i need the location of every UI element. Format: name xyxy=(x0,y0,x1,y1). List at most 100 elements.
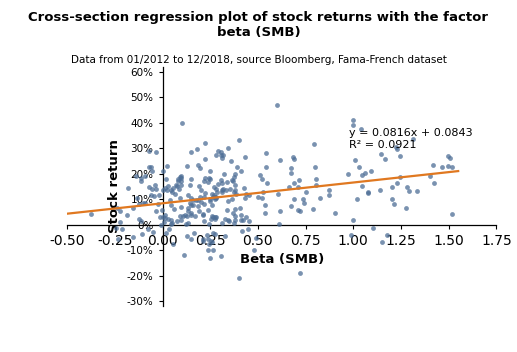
Point xyxy=(245,193,253,198)
Point xyxy=(230,220,238,225)
Point xyxy=(210,184,219,190)
Point xyxy=(218,155,226,161)
Point xyxy=(129,205,137,210)
Point xyxy=(261,202,269,208)
Point xyxy=(325,192,333,198)
Point xyxy=(210,192,218,197)
Point xyxy=(180,252,188,258)
Point xyxy=(200,178,208,184)
Point xyxy=(145,184,153,190)
Point xyxy=(353,196,361,202)
Point xyxy=(367,168,375,174)
Point xyxy=(357,126,365,132)
Point xyxy=(223,179,232,184)
Point xyxy=(165,226,173,232)
Point xyxy=(207,202,216,208)
Point xyxy=(229,178,237,184)
Point xyxy=(217,150,225,155)
Point xyxy=(219,152,227,158)
Point xyxy=(225,186,234,192)
Point xyxy=(205,175,213,181)
Point xyxy=(240,186,248,191)
Point xyxy=(159,214,168,220)
Point xyxy=(139,201,147,206)
Point xyxy=(197,188,205,193)
Point xyxy=(237,213,246,218)
Point xyxy=(438,164,446,169)
Point xyxy=(405,188,413,194)
Point xyxy=(87,211,95,217)
Point xyxy=(214,182,222,187)
Point xyxy=(152,186,160,191)
Point xyxy=(224,217,233,223)
Point xyxy=(171,182,179,187)
Point xyxy=(363,189,372,194)
Point xyxy=(187,210,195,215)
Point xyxy=(118,226,127,232)
Point xyxy=(237,168,245,174)
Point xyxy=(287,165,295,171)
Point xyxy=(155,193,163,198)
Point xyxy=(177,205,185,210)
Point xyxy=(175,196,184,201)
Point xyxy=(156,214,164,220)
Point xyxy=(208,213,217,219)
Point xyxy=(312,176,321,182)
Point xyxy=(251,235,260,241)
Point xyxy=(227,177,236,183)
Text: Cross-section regression plot of stock returns with the factor
beta (SMB): Cross-section regression plot of stock r… xyxy=(28,11,489,39)
Point xyxy=(161,186,170,191)
Point xyxy=(217,177,225,183)
Point xyxy=(178,120,186,126)
Point xyxy=(224,145,232,150)
Point xyxy=(250,247,258,253)
Point xyxy=(162,231,171,236)
Point xyxy=(309,206,317,212)
Point xyxy=(207,191,216,197)
Point xyxy=(206,168,215,174)
Point xyxy=(288,154,297,159)
Point xyxy=(299,196,308,202)
Point xyxy=(145,149,154,154)
Point xyxy=(141,201,149,206)
Point xyxy=(164,183,172,189)
Point xyxy=(255,172,264,177)
Point xyxy=(186,200,194,206)
Point xyxy=(258,189,267,195)
Point xyxy=(189,197,197,203)
Point xyxy=(390,201,398,207)
Point xyxy=(138,218,146,224)
Point xyxy=(148,168,157,174)
Point xyxy=(173,183,181,189)
Point xyxy=(209,230,217,236)
Point xyxy=(163,188,171,193)
Point xyxy=(276,208,284,213)
Point xyxy=(204,180,212,185)
Point xyxy=(161,212,170,218)
Point xyxy=(206,199,214,204)
Point xyxy=(199,237,207,242)
Point xyxy=(168,220,176,226)
Point xyxy=(349,118,357,123)
Point xyxy=(166,217,175,222)
Point xyxy=(144,226,153,232)
Point xyxy=(364,190,372,196)
Point xyxy=(193,203,202,209)
Point xyxy=(358,183,367,189)
Point xyxy=(316,195,324,201)
Point xyxy=(273,102,281,108)
Point xyxy=(212,195,220,201)
Point xyxy=(217,152,225,158)
Point xyxy=(430,180,438,186)
Point xyxy=(212,187,220,192)
Point xyxy=(173,218,181,224)
Point xyxy=(211,216,219,221)
Point xyxy=(258,176,266,181)
Point xyxy=(241,154,249,159)
Point xyxy=(114,236,123,242)
Point xyxy=(195,208,203,214)
Point xyxy=(203,232,211,238)
Point xyxy=(174,178,182,183)
Point xyxy=(223,207,231,213)
Point xyxy=(186,182,194,188)
